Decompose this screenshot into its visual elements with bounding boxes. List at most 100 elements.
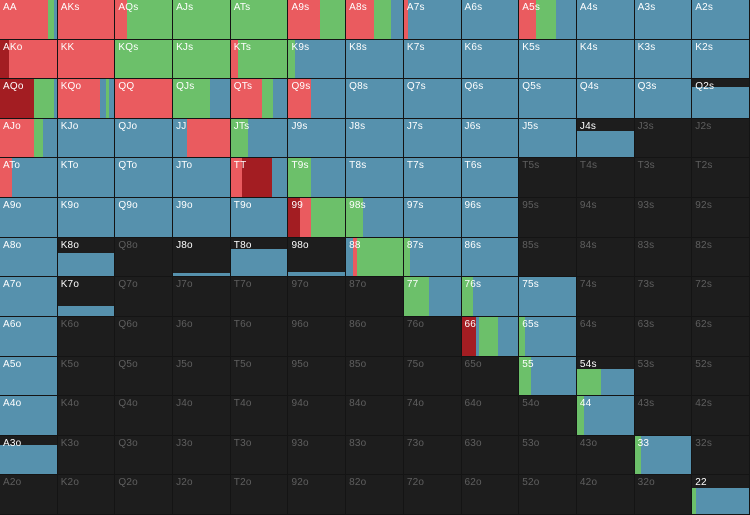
hand-cell-q5o[interactable]: Q5o	[115, 356, 173, 396]
hand-cell-a9o[interactable]: A9o	[0, 198, 57, 237]
hand-cell-j7s[interactable]: J7s	[403, 118, 461, 158]
hand-cell-k2s[interactable]: K2s	[692, 39, 749, 79]
hand-cell-aa[interactable]: AA	[0, 0, 57, 39]
hand-cell-52o[interactable]: 52o	[519, 475, 576, 514]
hand-cell-t7o[interactable]: T7o	[230, 277, 288, 316]
hand-cell-a4o[interactable]: A4o	[0, 396, 57, 435]
hand-cell-t3s[interactable]: T3s	[634, 158, 692, 198]
hand-cell-85s[interactable]: 85s	[519, 237, 576, 277]
hand-cell-qjo[interactable]: QJo	[115, 118, 173, 158]
hand-cell-43o[interactable]: 43o	[576, 435, 634, 475]
hand-cell-a6s[interactable]: A6s	[461, 0, 519, 39]
hand-cell-t9o[interactable]: T9o	[230, 198, 288, 237]
hand-cell-k7o[interactable]: K7o	[57, 277, 115, 316]
hand-cell-k5o[interactable]: K5o	[57, 356, 115, 396]
hand-cell-a8o[interactable]: A8o	[0, 237, 57, 277]
hand-cell-q6s[interactable]: Q6s	[461, 79, 519, 118]
hand-cell-t9s[interactable]: T9s	[288, 158, 346, 198]
hand-cell-k8s[interactable]: K8s	[346, 39, 403, 79]
hand-cell-95o[interactable]: 95o	[288, 356, 346, 396]
hand-cell-64o[interactable]: 64o	[461, 396, 519, 435]
hand-cell-t2s[interactable]: T2s	[692, 158, 749, 198]
hand-cell-j4s[interactable]: J4s	[576, 118, 634, 158]
hand-cell-qto[interactable]: QTo	[115, 158, 173, 198]
hand-cell-jts[interactable]: JTs	[230, 118, 288, 158]
hand-cell-a8s[interactable]: A8s	[346, 0, 403, 39]
hand-cell-j9o[interactable]: J9o	[173, 198, 230, 237]
hand-cell-92o[interactable]: 92o	[288, 475, 346, 514]
hand-cell-t8o[interactable]: T8o	[230, 237, 288, 277]
hand-cell-65s[interactable]: 65s	[519, 316, 576, 356]
hand-cell-99[interactable]: 99	[288, 198, 346, 237]
hand-cell-a3s[interactable]: A3s	[634, 0, 692, 39]
hand-cell-77[interactable]: 77	[403, 277, 461, 316]
hand-cell-a4s[interactable]: A4s	[576, 0, 634, 39]
hand-cell-ato[interactable]: ATo	[0, 158, 57, 198]
hand-cell-k7s[interactable]: K7s	[403, 39, 461, 79]
hand-cell-j5o[interactable]: J5o	[173, 356, 230, 396]
hand-cell-jto[interactable]: JTo	[173, 158, 230, 198]
hand-cell-t2o[interactable]: T2o	[230, 475, 288, 514]
hand-cell-54o[interactable]: 54o	[519, 396, 576, 435]
hand-cell-a9s[interactable]: A9s	[288, 0, 346, 39]
hand-cell-98s[interactable]: 98s	[346, 198, 403, 237]
hand-cell-75s[interactable]: 75s	[519, 277, 576, 316]
hand-cell-66[interactable]: 66	[461, 316, 519, 356]
hand-cell-87s[interactable]: 87s	[403, 237, 461, 277]
hand-cell-86o[interactable]: 86o	[346, 316, 403, 356]
hand-cell-a2o[interactable]: A2o	[0, 475, 57, 514]
hand-cell-q2o[interactable]: Q2o	[115, 475, 173, 514]
hand-cell-44[interactable]: 44	[576, 396, 634, 435]
hand-cell-73o[interactable]: 73o	[403, 435, 461, 475]
hand-cell-63o[interactable]: 63o	[461, 435, 519, 475]
hand-cell-94o[interactable]: 94o	[288, 396, 346, 435]
hand-cell-a3o[interactable]: A3o	[0, 435, 57, 475]
hand-cell-q4o[interactable]: Q4o	[115, 396, 173, 435]
hand-cell-t5s[interactable]: T5s	[519, 158, 576, 198]
hand-cell-a7o[interactable]: A7o	[0, 277, 57, 316]
hand-cell-k4s[interactable]: K4s	[576, 39, 634, 79]
hand-cell-55[interactable]: 55	[519, 356, 576, 396]
hand-cell-q3o[interactable]: Q3o	[115, 435, 173, 475]
hand-cell-94s[interactable]: 94s	[576, 198, 634, 237]
hand-cell-32s[interactable]: 32s	[692, 435, 749, 475]
hand-cell-j3o[interactable]: J3o	[173, 435, 230, 475]
hand-cell-t4o[interactable]: T4o	[230, 396, 288, 435]
hand-cell-j7o[interactable]: J7o	[173, 277, 230, 316]
hand-cell-k6s[interactable]: K6s	[461, 39, 519, 79]
hand-cell-74s[interactable]: 74s	[576, 277, 634, 316]
hand-cell-jj[interactable]: JJ	[173, 118, 230, 158]
hand-cell-72o[interactable]: 72o	[403, 475, 461, 514]
hand-cell-j2s[interactable]: J2s	[692, 118, 749, 158]
hand-cell-22[interactable]: 22	[692, 475, 749, 514]
hand-cell-kjs[interactable]: KJs	[173, 39, 230, 79]
hand-cell-a6o[interactable]: A6o	[0, 316, 57, 356]
hand-cell-a7s[interactable]: A7s	[403, 0, 461, 39]
hand-cell-62s[interactable]: 62s	[692, 316, 749, 356]
hand-cell-kk[interactable]: KK	[57, 39, 115, 79]
hand-cell-42s[interactable]: 42s	[692, 396, 749, 435]
hand-cell-53s[interactable]: 53s	[634, 356, 692, 396]
hand-cell-kjo[interactable]: KJo	[57, 118, 115, 158]
hand-cell-97o[interactable]: 97o	[288, 277, 346, 316]
hand-cell-j2o[interactable]: J2o	[173, 475, 230, 514]
hand-cell-j4o[interactable]: J4o	[173, 396, 230, 435]
hand-cell-72s[interactable]: 72s	[692, 277, 749, 316]
hand-cell-t3o[interactable]: T3o	[230, 435, 288, 475]
hand-cell-q4s[interactable]: Q4s	[576, 79, 634, 118]
hand-cell-96s[interactable]: 96s	[461, 198, 519, 237]
hand-cell-k8o[interactable]: K8o	[57, 237, 115, 277]
hand-cell-aqs[interactable]: AQs	[115, 0, 173, 39]
hand-cell-q2s[interactable]: Q2s	[692, 79, 749, 118]
hand-cell-kts[interactable]: KTs	[230, 39, 288, 79]
hand-cell-a5o[interactable]: A5o	[0, 356, 57, 396]
hand-cell-62o[interactable]: 62o	[461, 475, 519, 514]
hand-cell-93s[interactable]: 93s	[634, 198, 692, 237]
hand-cell-qts[interactable]: QTs	[230, 79, 288, 118]
hand-cell-97s[interactable]: 97s	[403, 198, 461, 237]
hand-cell-83s[interactable]: 83s	[634, 237, 692, 277]
hand-cell-k9s[interactable]: K9s	[288, 39, 346, 79]
hand-cell-54s[interactable]: 54s	[576, 356, 634, 396]
hand-cell-qjs[interactable]: QJs	[173, 79, 230, 118]
hand-cell-j5s[interactable]: J5s	[519, 118, 576, 158]
